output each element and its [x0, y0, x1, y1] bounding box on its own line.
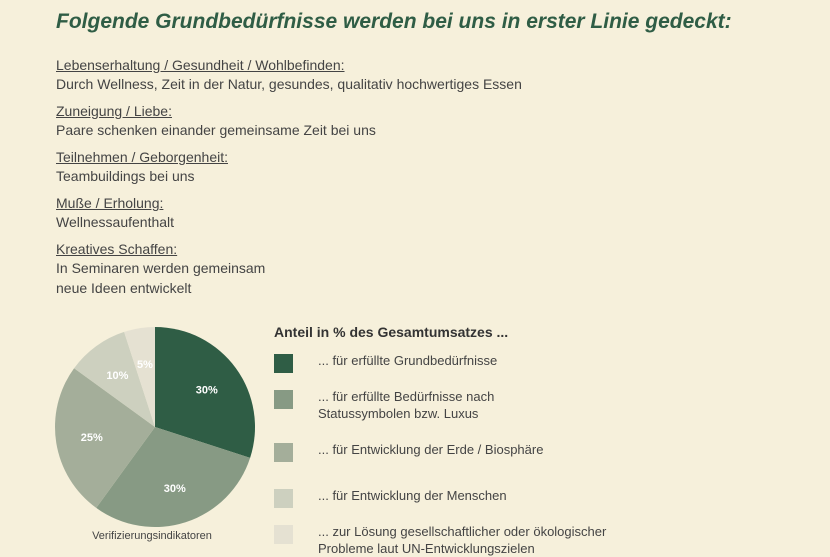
page-headline: Folgende Grundbedürfnisse werden bei uns… — [56, 10, 732, 33]
need-item: Muße / Erholung: Wellnessaufenthalt — [56, 194, 756, 232]
revenue-share-pie-chart: 30% 30% 25% 10% 5% — [55, 327, 256, 528]
pie-slice-label: 30% — [164, 483, 186, 495]
legend-label-line: ... für Entwicklung der Erde / Biosphäre — [318, 442, 544, 457]
need-description-line: In Seminaren werden gemeinsam — [56, 260, 266, 276]
legend-swatch — [274, 443, 293, 462]
legend-label-line: ... für erfüllte Grundbedürfnisse — [318, 353, 498, 368]
need-description: In Seminaren werden gemeinsam neue Ideen… — [56, 258, 756, 298]
need-item: Lebenserhaltung / Gesundheit / Wohlbefin… — [56, 56, 756, 94]
legend-item: ... für erfüllte Grundbedürfnisse — [274, 352, 794, 373]
pie-slice-label: 10% — [106, 370, 128, 382]
need-description-line: Teambuildings bei uns — [56, 168, 195, 184]
need-title: Muße / Erholung: — [56, 195, 164, 211]
legend-title: Anteil in % des Gesamtumsatzes ... — [274, 324, 509, 340]
need-description: Teambuildings bei uns — [56, 166, 756, 186]
legend-item: ... für erfüllte Bedürfnisse nach Status… — [274, 388, 794, 422]
pie-chart-caption: Verifizierungsindikatoren — [92, 530, 212, 542]
need-title: Lebenserhaltung / Gesundheit / Wohlbefin… — [56, 57, 345, 73]
need-item: Teilnehmen / Geborgenheit: Teambuildings… — [56, 148, 756, 186]
legend-swatch — [274, 489, 293, 508]
pie-slice-label: 5% — [137, 359, 153, 371]
pie-slice — [74, 331, 155, 427]
legend-swatch — [274, 525, 293, 544]
legend-label-line: ... zur Lösung gesellschaftlicher oder ö… — [318, 524, 607, 539]
need-description-line: Durch Wellness, Zeit in der Natur, gesun… — [56, 76, 522, 92]
need-description-line: Paare schenken einander gemeinsame Zeit … — [56, 122, 376, 138]
need-description-line: neue Ideen entwickelt — [56, 280, 192, 296]
need-title: Zuneigung / Liebe: — [56, 103, 172, 119]
need-description: Wellnessaufenthalt — [56, 212, 756, 232]
need-title: Kreatives Schaffen: — [56, 241, 178, 257]
legend-label-line: Statussymbolen bzw. Luxus — [318, 406, 479, 421]
legend-swatch — [274, 390, 293, 409]
need-item: Zuneigung / Liebe: Paare schenken einand… — [56, 102, 756, 140]
legend-item: ... für Entwicklung der Menschen — [274, 487, 794, 508]
legend-label-line: Probleme laut UN-Entwicklungszielen — [318, 541, 535, 556]
need-title: Teilnehmen / Geborgenheit: — [56, 149, 228, 165]
pie-slice — [96, 427, 251, 528]
legend-label-line: ... für Entwicklung der Menschen — [318, 488, 507, 503]
pie-slice — [155, 327, 256, 458]
need-description: Paare schenken einander gemeinsame Zeit … — [56, 120, 756, 140]
chart-legend: Anteil in % des Gesamtumsatzes ... ... f… — [274, 324, 794, 557]
legend-item: ... für Entwicklung der Erde / Biosphäre — [274, 441, 794, 462]
legend-label-line: ... für erfüllte Bedürfnisse nach — [318, 389, 495, 404]
need-item: Kreatives Schaffen: In Seminaren werden … — [56, 240, 756, 298]
legend-item: ... zur Lösung gesellschaftlicher oder ö… — [274, 523, 794, 557]
needs-list: Lebenserhaltung / Gesundheit / Wohlbefin… — [56, 56, 756, 306]
pie-slice — [55, 368, 155, 508]
need-description-line: Wellnessaufenthalt — [56, 214, 175, 230]
pie-slice-label: 30% — [196, 384, 218, 396]
pie-slice — [124, 327, 155, 427]
pie-slice-label: 25% — [81, 432, 103, 444]
need-description: Durch Wellness, Zeit in der Natur, gesun… — [56, 74, 756, 94]
legend-swatch — [274, 354, 293, 373]
